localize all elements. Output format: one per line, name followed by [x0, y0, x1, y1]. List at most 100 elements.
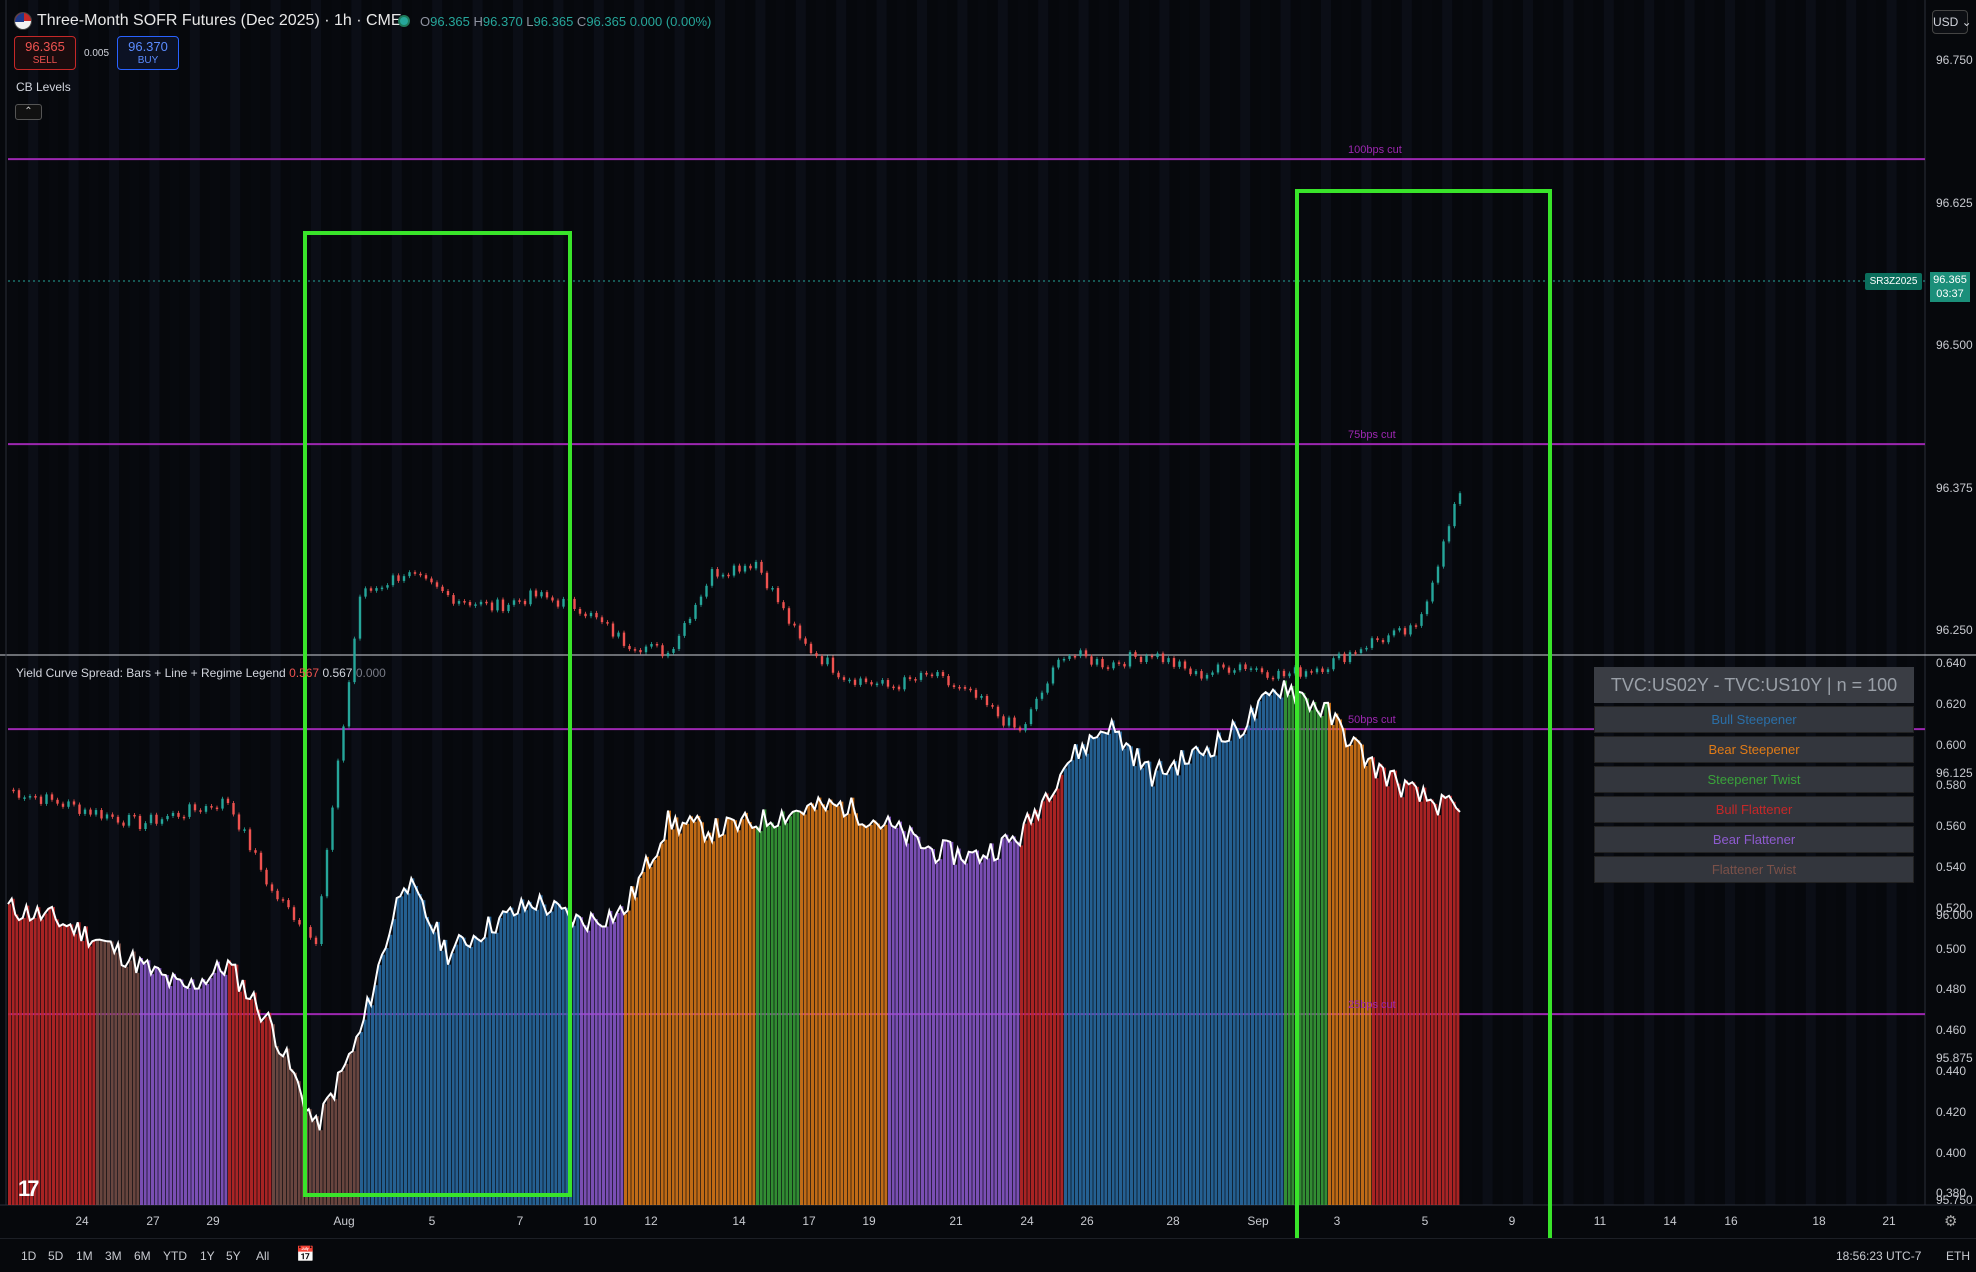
- session-stripe: [230, 0, 241, 1205]
- spread-bar: [202, 979, 206, 1205]
- spread-bar: [1361, 744, 1364, 1205]
- spread-bar: [697, 815, 701, 1205]
- timeframe-button-5y[interactable]: 5Y: [226, 1249, 241, 1263]
- spread-bar: [92, 941, 96, 1205]
- timeframe-button-3m[interactable]: 3M: [105, 1249, 122, 1263]
- spread-bar: [470, 946, 473, 1205]
- time-axis-tick: 26: [1080, 1214, 1094, 1228]
- buy-button[interactable]: 96.370 BUY: [117, 36, 179, 70]
- time-axis-tick: 14: [1663, 1214, 1677, 1228]
- spread-bar: [195, 988, 198, 1205]
- spread-bar: [52, 906, 55, 1205]
- indicator-title[interactable]: Yield Curve Spread: Bars + Line + Regime…: [16, 666, 386, 680]
- spread-bar: [1221, 741, 1225, 1205]
- spread-bar: [415, 885, 418, 1205]
- session-stripe: [1846, 0, 1857, 1205]
- spread-bar: [239, 991, 242, 1205]
- cb-level-label: 25bps cut: [1348, 999, 1396, 1012]
- spread-bar: [847, 813, 851, 1205]
- spread-bar: [459, 935, 462, 1205]
- session-stripe: [533, 0, 544, 1205]
- indicator-axis-tick: 0.500: [1936, 941, 1967, 956]
- time-axis-tick: 24: [1020, 1214, 1034, 1228]
- spread-bar: [664, 839, 668, 1205]
- session-stripe: [715, 0, 725, 1205]
- spread-bar: [862, 824, 866, 1205]
- session-stripe: [1361, 0, 1372, 1205]
- spread-bar: [363, 1019, 367, 1205]
- timeframe-button-5d[interactable]: 5D: [48, 1249, 64, 1263]
- cb-level-label: 75bps cut: [1348, 429, 1396, 442]
- spread-bar: [829, 799, 833, 1205]
- spread-bar: [888, 816, 891, 1205]
- spread-bar: [1335, 713, 1339, 1205]
- spread-bar: [1394, 770, 1397, 1205]
- session-toggle[interactable]: ETH: [1946, 1249, 1970, 1263]
- spread-bar: [913, 833, 917, 1205]
- spread-bar: [1390, 771, 1394, 1205]
- time-axis-tick: 17: [802, 1214, 816, 1228]
- session-stripe: [1381, 0, 1392, 1205]
- session-stripe: [775, 0, 786, 1205]
- spread-bar: [932, 849, 935, 1205]
- legend-row-bull-flattener: Bull Flattener: [1594, 796, 1914, 823]
- spread-bar: [976, 850, 979, 1205]
- spread-bar: [770, 822, 774, 1205]
- session-stripe: [634, 0, 645, 1205]
- spread-bar: [1122, 748, 1126, 1205]
- legend-row-bear-flattener: Bear Flattener: [1594, 826, 1914, 853]
- spread-bar: [748, 821, 752, 1205]
- spread-bar: [525, 910, 528, 1205]
- spread-bar: [338, 1072, 341, 1205]
- spread-bar: [220, 971, 224, 1205]
- spread-bar: [1287, 694, 1291, 1205]
- calendar-range-icon[interactable]: 📅: [296, 1246, 315, 1263]
- price-axis-tick: 95.750: [1936, 1193, 1973, 1207]
- timeframe-button-ytd[interactable]: YTD: [163, 1249, 187, 1263]
- spread-bar: [1005, 834, 1009, 1205]
- session-stripe: [674, 0, 685, 1205]
- spread-bar: [987, 858, 990, 1205]
- collapse-indicators-button[interactable]: ⌃: [15, 104, 42, 120]
- regime-legend: TVC:US02Y - TVC:US10Y | n = 100 Bull Ste…: [1594, 667, 1914, 886]
- spread-bar: [1306, 698, 1309, 1205]
- spread-bar: [1023, 823, 1027, 1205]
- spread-bar: [107, 941, 110, 1205]
- timeframe-button-all[interactable]: All: [256, 1249, 270, 1263]
- price-axis-tick: 96.500: [1936, 338, 1973, 352]
- timeframe-button-6m[interactable]: 6M: [134, 1249, 151, 1263]
- session-stripe: [270, 0, 281, 1205]
- timeframe-button-1d[interactable]: 1D: [21, 1249, 37, 1263]
- cb-levels-indicator-label[interactable]: CB Levels: [16, 80, 71, 94]
- spread-bar: [686, 823, 690, 1205]
- spread-bar: [543, 904, 547, 1205]
- spread-bar: [41, 919, 44, 1205]
- time-axis-tick: 12: [644, 1214, 658, 1228]
- spread-bar: [965, 863, 968, 1205]
- timeframe-button-1y[interactable]: 1Y: [200, 1249, 215, 1263]
- session-stripe: [1725, 0, 1735, 1205]
- spread-bar: [44, 913, 48, 1205]
- timeframe-button-1m[interactable]: 1M: [76, 1249, 93, 1263]
- tradingview-logo[interactable]: 17: [18, 1176, 40, 1201]
- session-stripe: [593, 0, 604, 1205]
- spread-bar: [880, 828, 884, 1205]
- spread-bar: [1265, 692, 1269, 1205]
- session-stripe: [1523, 0, 1533, 1205]
- spread-bar: [587, 930, 591, 1205]
- spread-bar: [15, 914, 19, 1205]
- sell-button[interactable]: 96.365 SELL: [14, 36, 76, 70]
- gear-icon[interactable]: ⚙: [1944, 1213, 1958, 1230]
- spread-bar: [528, 901, 532, 1205]
- currency-dropdown[interactable]: USD ⌄: [1932, 10, 1972, 34]
- spread-bar: [297, 1081, 301, 1205]
- symbol-title[interactable]: Three-Month SOFR Futures (Dec 2025) · 1h…: [37, 12, 402, 29]
- spread-bar: [1262, 695, 1265, 1205]
- spread-bar: [1449, 795, 1452, 1205]
- spread-bar: [275, 1045, 279, 1205]
- spread-bar: [715, 818, 719, 1205]
- price-axis-tick: 96.000: [1936, 908, 1973, 922]
- spread-bar: [173, 973, 176, 1205]
- spread-bar: [767, 825, 770, 1205]
